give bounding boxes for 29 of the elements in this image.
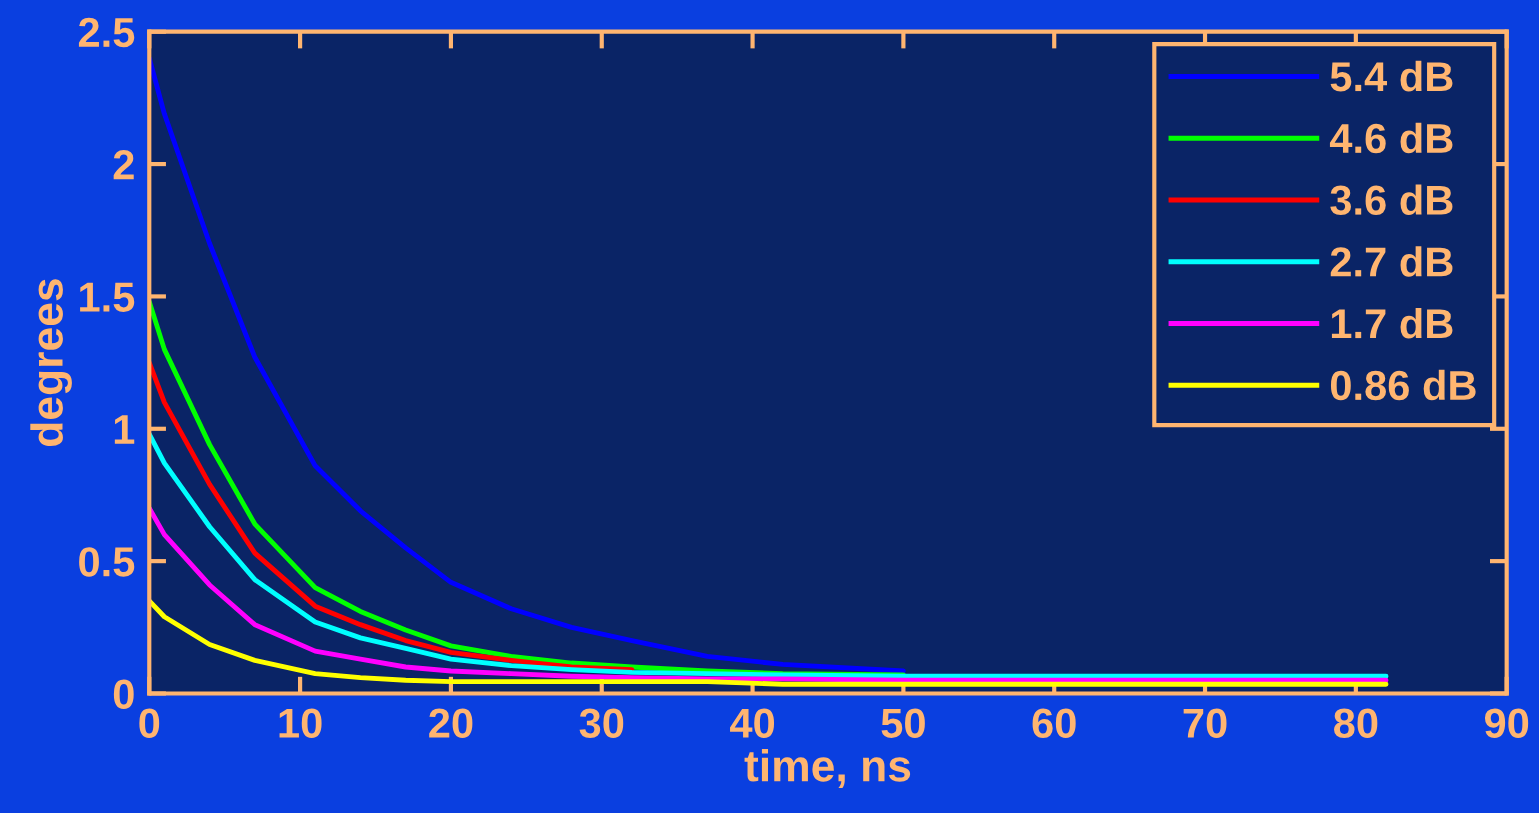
x-tick-label: 80 — [1334, 708, 1378, 738]
line-series — [149, 598, 1389, 687]
y-tick-label: 1 — [114, 415, 135, 444]
x-tick-label: 20 — [429, 708, 473, 738]
legend-label: 2.7 dB — [1330, 246, 1453, 277]
legend-label: 3.6 dB — [1330, 184, 1453, 216]
y-axis-title: degrees — [30, 279, 72, 446]
x-tick-label: 50 — [881, 708, 925, 738]
y-tick-label: 0.5 — [79, 547, 135, 577]
y-tick-label: 2 — [113, 150, 134, 180]
x-tick-label: 60 — [1032, 708, 1076, 738]
y-tick-label: 1.5 — [80, 282, 135, 312]
x-tick-label: 40 — [730, 708, 775, 738]
y-tick-label: 2.5 — [78, 17, 135, 48]
x-tick-label: 0 — [139, 708, 160, 738]
line-series — [149, 55, 906, 674]
legend-label: 5.4 dB — [1330, 60, 1453, 92]
x-tick-label: 10 — [279, 708, 322, 738]
legend-label: 0.86 dB — [1330, 369, 1476, 401]
line-series — [149, 360, 635, 673]
legend-label: 1.7 dB — [1331, 307, 1453, 339]
line-series — [149, 505, 1389, 683]
line-series — [149, 431, 1389, 679]
y-tick-label: 0 — [113, 679, 134, 709]
x-tick-label: 70 — [1183, 708, 1227, 738]
x-axis-title: time, ns — [744, 749, 911, 789]
legend-label: 4.6 dB — [1329, 122, 1453, 154]
x-tick-label: 30 — [579, 708, 624, 739]
x-tick-label: 90 — [1484, 708, 1529, 738]
